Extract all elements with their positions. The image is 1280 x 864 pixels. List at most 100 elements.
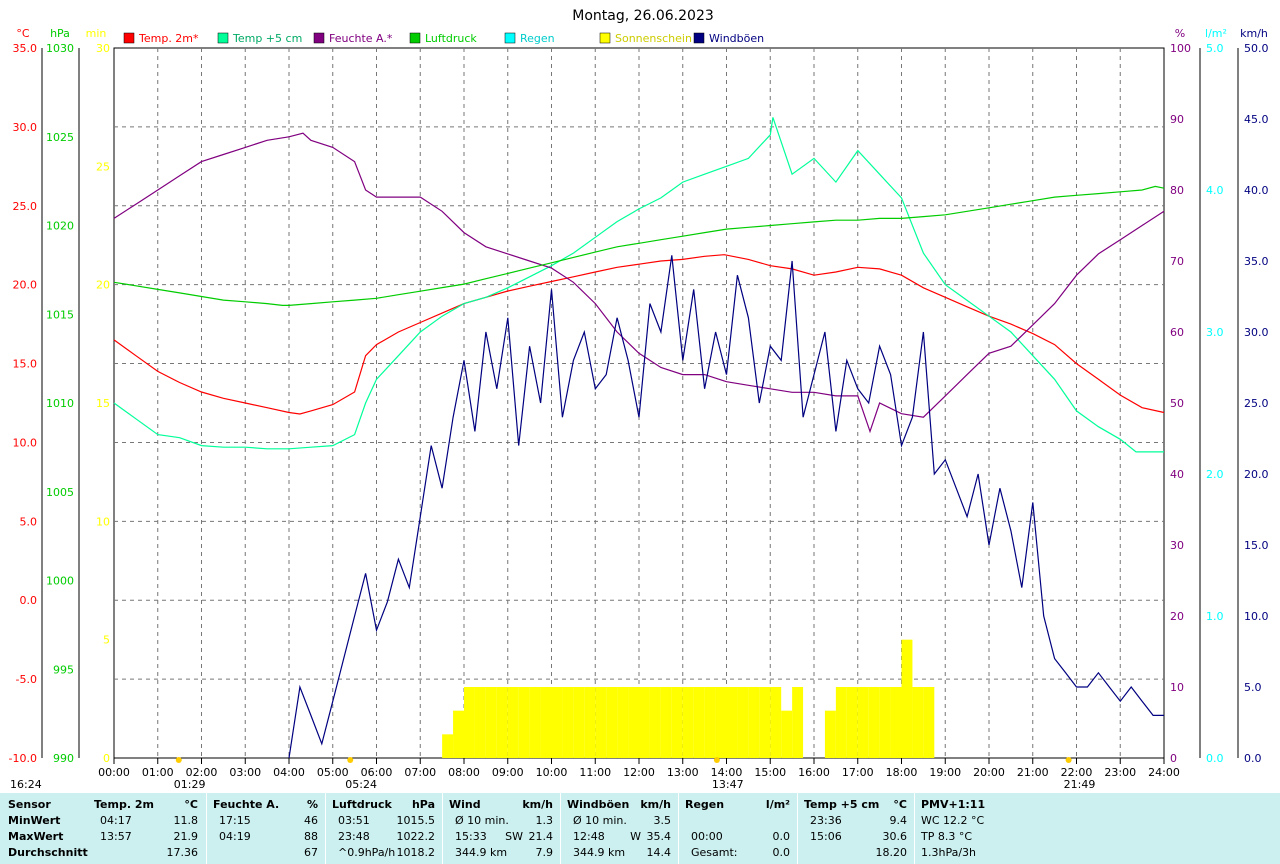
avg-note: 344.9 km bbox=[573, 846, 626, 859]
max-value: 0.0 bbox=[772, 830, 791, 843]
axis-tick-hum: 20 bbox=[1170, 610, 1184, 623]
x-tick-label: 12:00 bbox=[623, 766, 655, 779]
legend-swatch bbox=[313, 32, 325, 44]
stats-section-feuchte: Feuchte A.% 17:15 46 04:19 88 67 bbox=[206, 793, 326, 864]
label-min: MinWert bbox=[8, 814, 61, 827]
legend-swatch bbox=[217, 32, 229, 44]
time-marker-dot bbox=[175, 757, 182, 763]
series-line-1 bbox=[113, 117, 1164, 453]
axis-tick-temp: -10.0 bbox=[9, 752, 37, 765]
axis-tick-hum: 10 bbox=[1170, 681, 1184, 694]
time-marker: 05:24 bbox=[345, 778, 377, 790]
axis-tick-rain: 3.0 bbox=[1206, 326, 1224, 339]
avg-value: 18.20 bbox=[875, 846, 908, 859]
axis-tick-sun: 10 bbox=[96, 515, 110, 528]
axis-unit-temp: °C bbox=[16, 27, 30, 40]
series-line-3 bbox=[113, 185, 1165, 306]
max-value: 35.4 bbox=[646, 830, 672, 843]
sunshine-bar bbox=[835, 687, 847, 758]
section-title: Windböen bbox=[567, 798, 630, 811]
axis-tick-sun: 30 bbox=[96, 42, 110, 55]
sunshine-bar bbox=[759, 687, 771, 758]
avg-value: 67 bbox=[304, 846, 318, 859]
legend-label: Windböen bbox=[709, 32, 764, 45]
max-time: 23:48 bbox=[338, 830, 370, 843]
sunshine-bar bbox=[923, 687, 935, 758]
sunshine-bar bbox=[474, 687, 486, 758]
axis-tick-wind: 30.0 bbox=[1244, 326, 1269, 339]
series-line-0 bbox=[113, 254, 1165, 415]
sunshine-bar bbox=[573, 687, 585, 758]
time-marker-dot bbox=[713, 757, 720, 763]
sunshine-bar bbox=[464, 687, 475, 758]
stats-pmv: PMV+1:11 WC 12.2 °C TP 8.3 °C 1.3hPa/3h bbox=[914, 793, 1280, 864]
legend-swatch bbox=[123, 32, 135, 44]
x-tick-label: 01:00 bbox=[142, 766, 174, 779]
avg-value: 17.36 bbox=[166, 846, 199, 859]
axis-tick-sun: 20 bbox=[96, 279, 110, 292]
pmv-title: PMV+1:11 bbox=[921, 798, 986, 811]
axis-unit-sun: min bbox=[86, 27, 107, 40]
axis-unit-press: hPa bbox=[50, 27, 70, 40]
axis-tick-press: 1000 bbox=[46, 575, 74, 588]
x-tick-label: 00:00 bbox=[98, 766, 130, 779]
section-unit: l/m² bbox=[765, 798, 790, 811]
stats-labels: Sensor MinWert MaxWert Durchschnitt bbox=[0, 793, 88, 864]
sunshine-bar bbox=[868, 687, 880, 758]
stats-section-temp5cm: Temp +5 cm °C 23:36 9.4 15:06 30.6 18.20 bbox=[797, 793, 915, 864]
sunshine-bar bbox=[584, 687, 596, 758]
axis-units: °C hPa min% l/m² km/h bbox=[16, 27, 1268, 40]
sunshine-bar bbox=[781, 710, 793, 758]
min-time: Ø 10 min. bbox=[455, 814, 509, 827]
sunshine-bar bbox=[649, 687, 661, 758]
sunshine-bar bbox=[890, 687, 902, 758]
axis-tick-press: 995 bbox=[53, 663, 74, 676]
x-tick-label: 14:00 bbox=[711, 766, 743, 779]
min-time: 17:15 bbox=[219, 814, 251, 827]
axis-tick-temp: 10.0 bbox=[13, 436, 38, 449]
sunshine-bars bbox=[442, 639, 935, 758]
pmv-tp: TP 8.3 °C bbox=[921, 830, 973, 843]
axis-tick-press: 1025 bbox=[46, 131, 74, 144]
axis-tick-rain: 2.0 bbox=[1206, 468, 1224, 481]
axis-tick-rain: 0.0 bbox=[1206, 752, 1224, 765]
x-axis-ticks: 00:00 01:00 02:00 03:00 04:00 05:00 06:00 07:00… bbox=[98, 758, 1180, 779]
stats-section-windboeen: Windböen km/h Ø 10 min. 3.5 12:48 W 35.4 344.9 … bbox=[560, 793, 679, 864]
axis-tick-temp: 30.0 bbox=[13, 121, 38, 134]
sunshine-bar bbox=[617, 687, 629, 758]
section-title: Wind bbox=[449, 798, 481, 811]
axis-tick-temp: -5.0 bbox=[16, 673, 37, 686]
axis-tick-wind: 40.0 bbox=[1244, 184, 1269, 197]
axis-tick-rain: 4.0 bbox=[1206, 184, 1224, 197]
sunshine-bar bbox=[879, 687, 891, 758]
x-tick-label: 04:00 bbox=[273, 766, 305, 779]
sunshine-bar bbox=[846, 687, 858, 758]
sunshine-bar bbox=[792, 687, 804, 758]
axis-tick-hum: 100 bbox=[1170, 42, 1191, 55]
avg-note: Gesamt: bbox=[691, 846, 738, 859]
stats-section-temp2m: Temp. 2m °C 04:17 11.8 13:57 21.9 17.36 bbox=[88, 793, 206, 864]
sunshine-bar bbox=[748, 687, 760, 758]
legend-label: Temp. 2m* bbox=[138, 32, 199, 45]
x-tick-label: 13:00 bbox=[667, 766, 699, 779]
axis-unit-hum: % bbox=[1175, 27, 1185, 40]
axis-tick-press: 990 bbox=[53, 752, 74, 765]
sunshine-bar bbox=[704, 687, 716, 758]
sunshine-bar bbox=[551, 687, 563, 758]
section-title: Temp. 2m bbox=[94, 798, 154, 811]
axis-tick-wind: 25.0 bbox=[1244, 397, 1269, 410]
axis-tick-wind: 0.0 bbox=[1244, 752, 1262, 765]
sunshine-bar bbox=[693, 687, 705, 758]
x-tick-label: 05:00 bbox=[317, 766, 349, 779]
sunshine-bar bbox=[595, 687, 607, 758]
axis-tick-temp: 20.0 bbox=[13, 279, 38, 292]
axis-tick-wind: 20.0 bbox=[1244, 468, 1269, 481]
stats-panel: Sensor MinWert MaxWert Durchschnitt Temp… bbox=[0, 793, 1280, 864]
x-tick-label: 03:00 bbox=[229, 766, 261, 779]
section-unit: hPa bbox=[411, 798, 435, 811]
legend-label: Feuchte A.* bbox=[329, 32, 393, 45]
axis-tick-sun: 25 bbox=[96, 160, 110, 173]
section-unit: % bbox=[306, 798, 318, 811]
max-time: 00:00 bbox=[691, 830, 723, 843]
max-value: 21.9 bbox=[173, 830, 199, 843]
